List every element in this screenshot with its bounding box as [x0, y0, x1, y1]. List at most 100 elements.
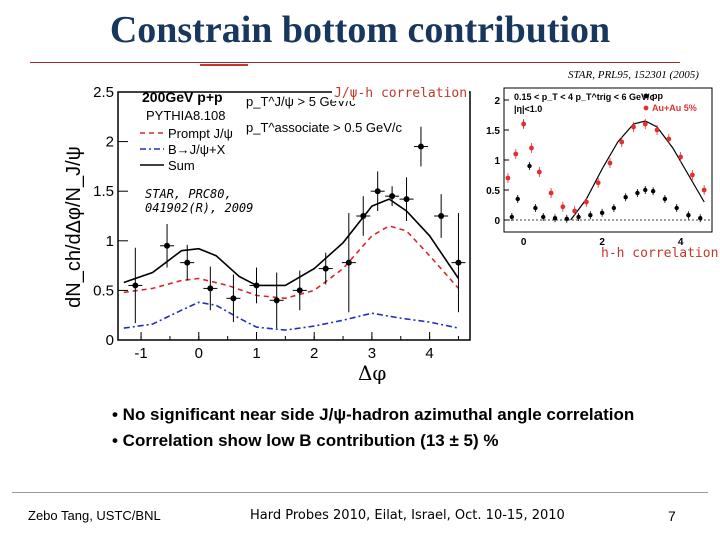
title-accent: [200, 64, 248, 66]
y-tick-label: 2.5: [93, 84, 114, 101]
inset-background: [478, 80, 716, 250]
inset-auau-point: [548, 190, 554, 196]
inset-pp-point: [623, 195, 628, 200]
inset-legend-pp: pp: [652, 91, 663, 101]
inset-legend-marker-auau: [643, 105, 649, 111]
inset-pp-point: [599, 210, 605, 215]
data-point: [296, 287, 303, 294]
inset-y-tick-label: 1: [494, 156, 500, 167]
inset-auau-point: [572, 208, 578, 214]
inset-auau-point: [560, 204, 566, 210]
data-point: [403, 196, 410, 203]
inset-auau-point: [521, 121, 527, 127]
hh-correlation-label: h-h correlation: [601, 246, 719, 261]
inset-pp-point: [552, 216, 558, 221]
data-point: [132, 282, 139, 289]
inset-auau-point: [666, 136, 672, 142]
footer-author: Zebo Tang, USTC/BNL: [28, 508, 161, 523]
inset-auau-point: [654, 127, 660, 133]
page-number: 7: [668, 508, 676, 524]
inset-cut-label: |η|<1.0: [514, 104, 542, 114]
inset-pp-point: [698, 216, 703, 221]
legend-item-label: B→J/ψ+X: [168, 142, 226, 157]
inset-pp-point: [533, 205, 538, 211]
legend-item-label: Sum: [168, 158, 195, 173]
inset-y-tick-label: 2: [494, 96, 500, 107]
inset-reference: STAR, PRL95, 152301 (2005): [568, 69, 699, 81]
series-line-promptj: [123, 225, 460, 300]
data-point: [207, 285, 214, 292]
inset-y-tick-label: 0: [494, 216, 500, 227]
y-axis-label: dN_ch/dΔφ/N_J/ψ: [63, 146, 85, 308]
inset-pp-point: [576, 214, 581, 220]
inset-auau-point: [701, 187, 707, 193]
inset-legend-marker-pp: [643, 93, 649, 99]
data-point: [374, 188, 381, 195]
inset-pp-point: [527, 163, 532, 169]
jpsi-correlation-label: J/ψ-h correlation: [332, 86, 470, 101]
inset-plot: 0 2 4 0 0.5 1 1.5 2 0.15 < p_T < 4 p_T^trig < 6 …: [478, 80, 716, 250]
inset-pp-point: [541, 214, 546, 220]
data-point: [345, 259, 352, 266]
data-point: [438, 213, 445, 219]
inset-auau-point: [642, 121, 648, 127]
inset-auau-point: [584, 199, 589, 205]
main-reference-line2: 041902(R), 2009: [145, 201, 254, 215]
y-tick-label: 0.5: [93, 282, 114, 299]
y-tick-label: 1.5: [93, 183, 114, 200]
inset-auau-point: [595, 180, 601, 186]
inset-x-tick-label: 0: [521, 237, 527, 248]
inset-pp-point: [650, 189, 656, 194]
x-tick-label: 0: [195, 345, 203, 362]
inset-auau-point: [689, 172, 695, 178]
inset-pp-point: [686, 213, 691, 218]
legend-header: 200GeV p+p: [142, 89, 223, 105]
inset-auau-point: [513, 151, 519, 157]
inset-y-tick-label: 1.5: [486, 126, 500, 137]
inset-auau-point: [678, 154, 684, 160]
data-point: [230, 295, 237, 302]
data-point: [322, 265, 329, 272]
legend-item-label: Prompt J/ψ: [168, 126, 233, 141]
data-point: [360, 213, 367, 219]
main-reference: STAR, PRC80, 041902(R), 2009: [145, 187, 253, 215]
inset-auau-point: [619, 139, 625, 145]
inset-y-tick-label: 0.5: [486, 186, 500, 197]
plot-frame: [117, 91, 471, 341]
data-point: [389, 193, 396, 200]
cut-label: p_T^J/ψ > 5 GeV/c: [246, 94, 356, 109]
x-axis-label: Δφ: [358, 361, 386, 385]
x-tick-label: 2: [310, 345, 318, 362]
inset-pp-point: [588, 213, 593, 218]
x-tick-label: 1: [252, 345, 260, 362]
data-point: [253, 282, 260, 289]
inset-auau-point: [631, 124, 636, 130]
data-point: [184, 259, 191, 266]
footer-conference: Hard Probes 2010, Eilat, Israel, Oct. 10…: [250, 508, 565, 523]
y-tick-label: 1: [106, 233, 114, 250]
inset-auau-point: [529, 145, 534, 151]
slide-title: Constrain bottom contribution: [109, 9, 611, 51]
inset-x-tick-label: 4: [678, 237, 684, 248]
inset-pp-point: [564, 216, 569, 221]
title-underline: [30, 62, 680, 63]
inset-auau-point: [607, 160, 613, 166]
inset-pp-point: [635, 190, 640, 196]
inset-pp-point: [662, 196, 668, 202]
inset-auau-point: [505, 175, 511, 181]
bullet-item: • Correlation show low B contribution (1…: [112, 431, 499, 450]
y-tick-label: 2: [106, 134, 114, 151]
bullet-item: • No significant near side J/ψ-hadron az…: [112, 405, 635, 424]
main-reference-line1: STAR, PRC80,: [145, 187, 232, 201]
x-tick-label: 3: [368, 345, 376, 362]
inset-pp-point: [515, 196, 520, 202]
inset-legend-auau: Au+Au 5%: [652, 103, 697, 113]
data-point: [273, 297, 280, 304]
data-point: [164, 242, 171, 249]
inset-pp-point: [643, 187, 648, 193]
inset-pp-point: [509, 214, 515, 220]
data-point: [417, 143, 424, 150]
inset-x-tick-label: 2: [599, 237, 605, 248]
cut-label: p_T^associate > 0.5 GeV/c: [246, 120, 403, 135]
